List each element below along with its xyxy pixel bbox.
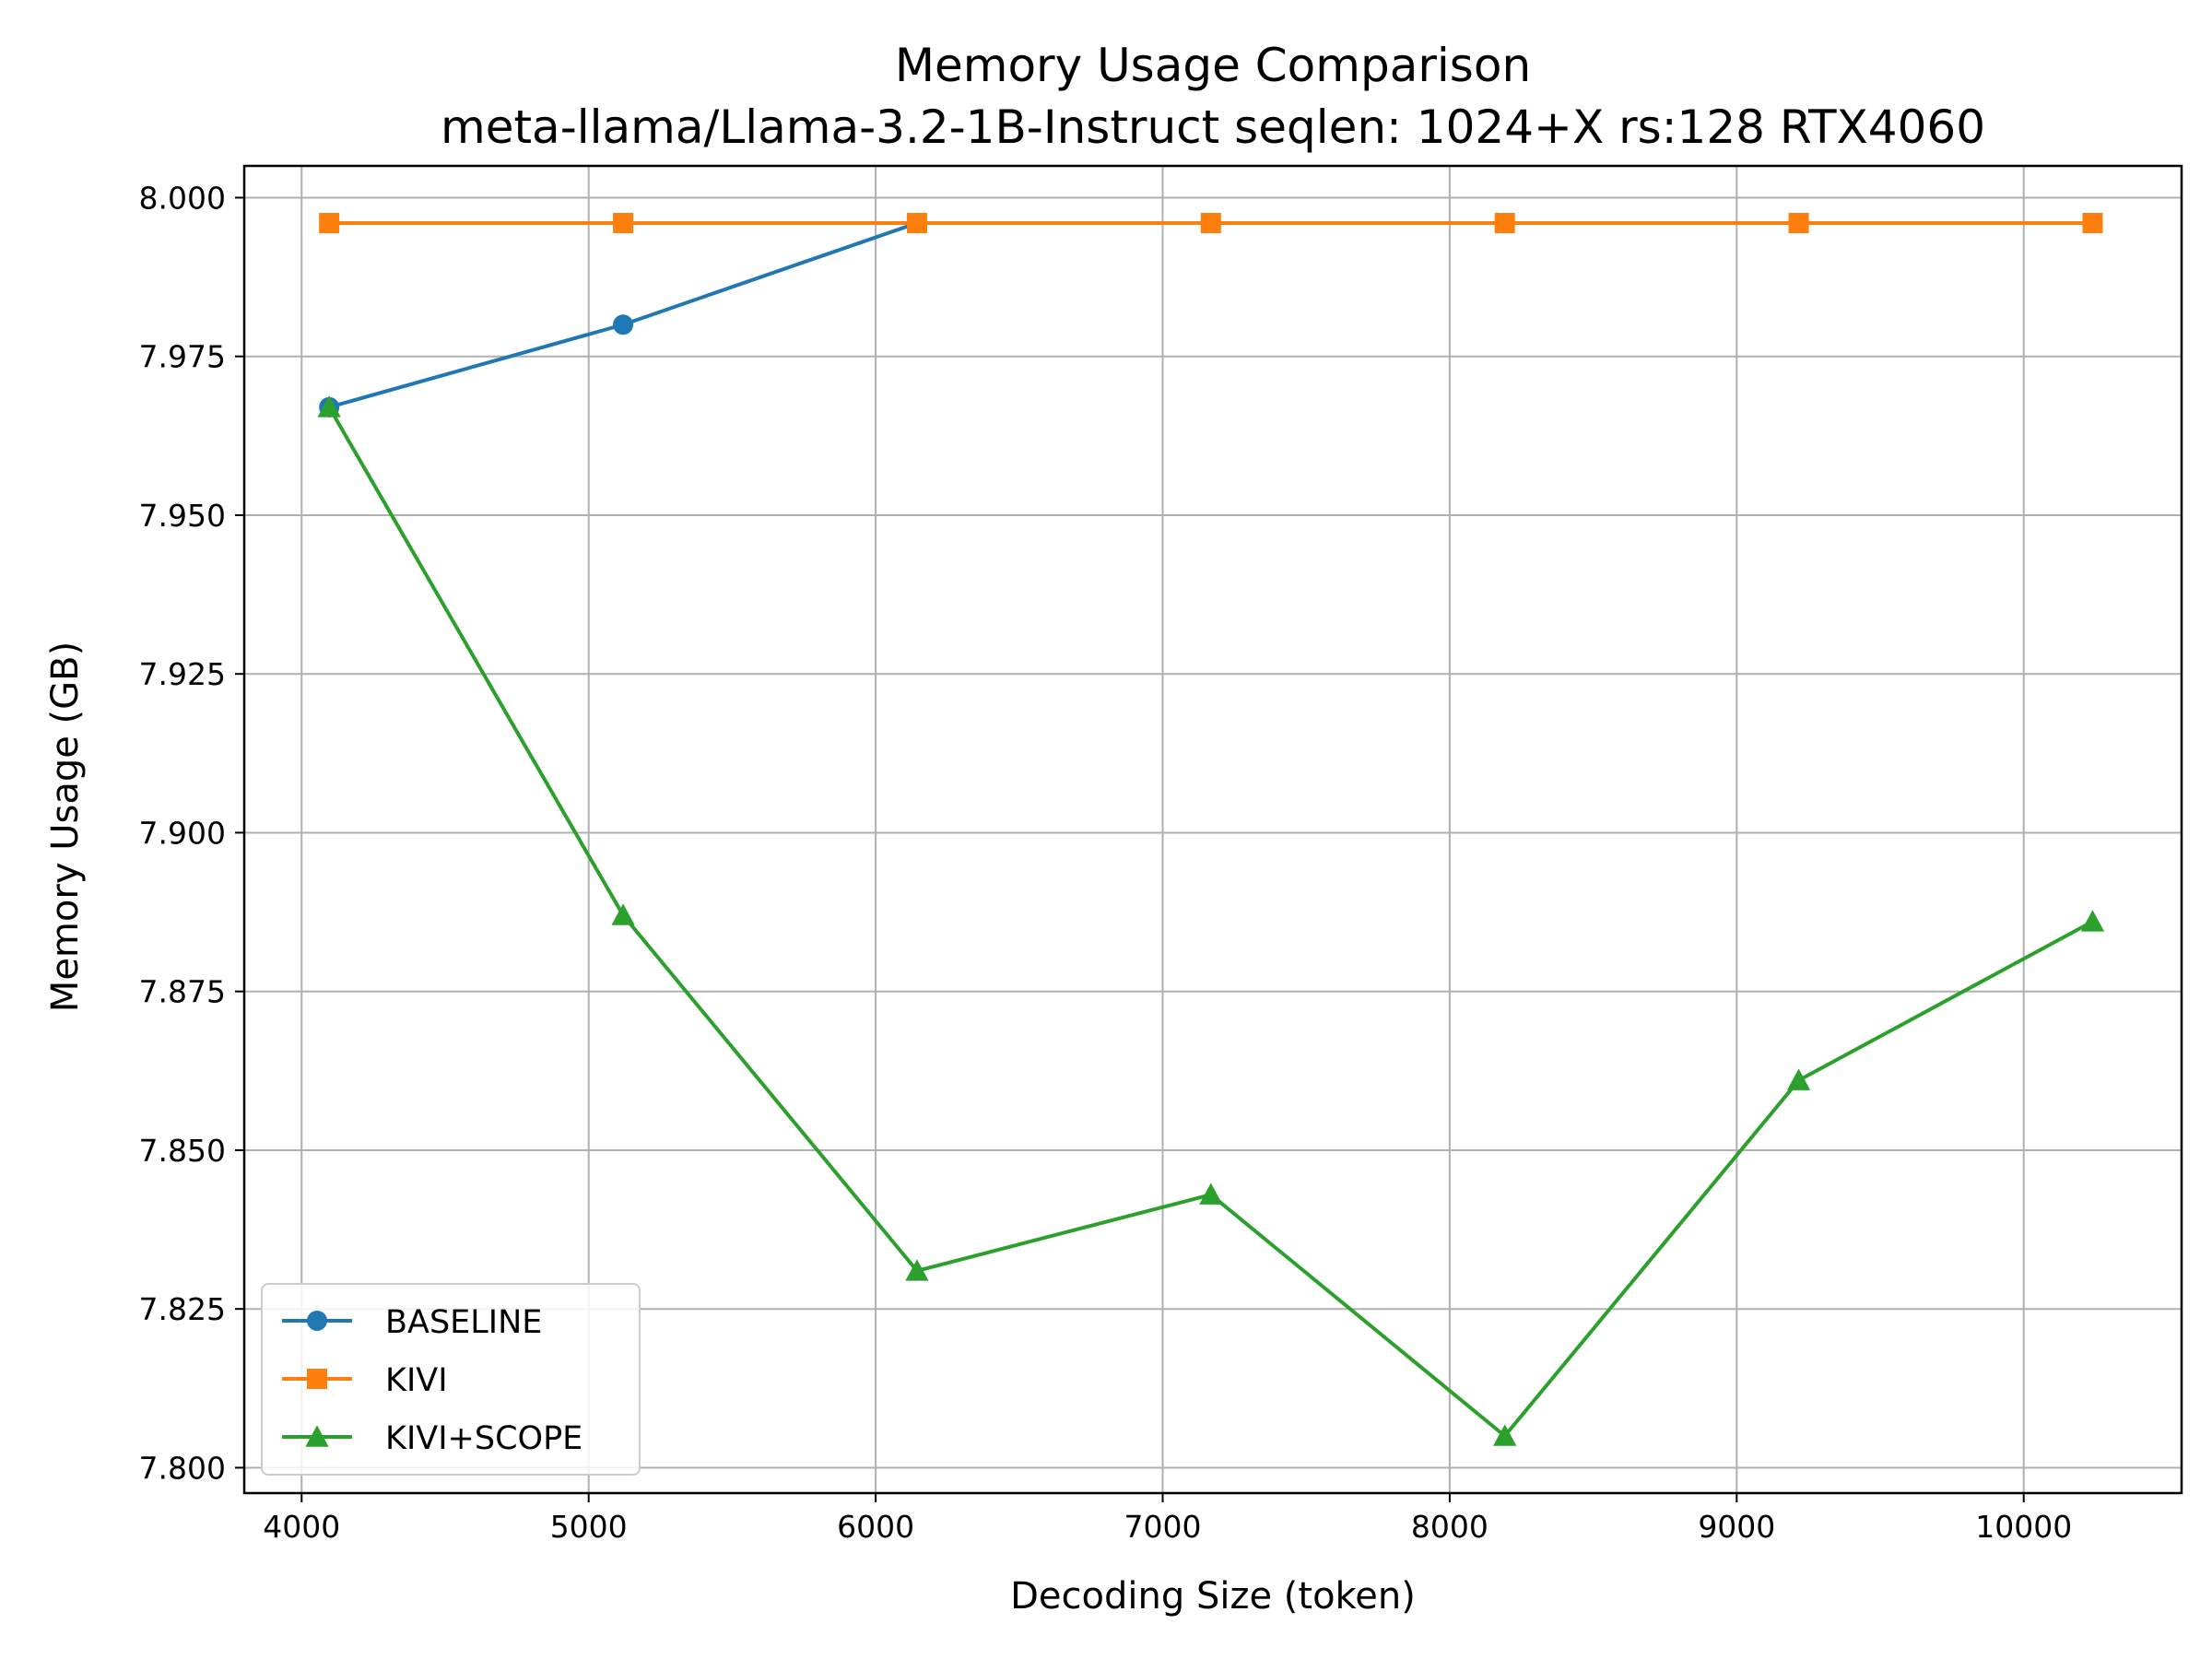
y-tick-label: 7.900 bbox=[139, 815, 226, 851]
data-point-kivi-scope bbox=[2080, 910, 2105, 932]
legend-label-baseline: BASELINE bbox=[385, 1304, 542, 1341]
data-point-kivi-scope bbox=[1493, 1424, 1517, 1446]
axis-ticks: 4000 5000 6000 7000 8000 9000 10000 7.800 7.825 7… bbox=[139, 180, 2073, 1545]
series-baseline bbox=[319, 213, 927, 418]
legend-label-kivi: KIVI bbox=[385, 1362, 448, 1399]
legend-item-kivi-scope: KIVI+SCOPE bbox=[282, 1420, 582, 1457]
data-point-kivi bbox=[2082, 213, 2103, 234]
legend-marker-kivi bbox=[307, 1369, 327, 1389]
y-tick-label: 7.800 bbox=[139, 1450, 226, 1486]
x-axis-label: Decoding Size (token) bbox=[1010, 1575, 1416, 1618]
y-tick-label: 7.950 bbox=[139, 498, 226, 534]
data-point-kivi bbox=[1200, 213, 1221, 234]
series-line-kivi-scope bbox=[327, 406, 2094, 1438]
legend-box bbox=[261, 1283, 641, 1476]
data-point-kivi bbox=[319, 213, 340, 234]
data-point-kivi-scope bbox=[1199, 1182, 1223, 1205]
x-tick-label: 10000 bbox=[1975, 1509, 2072, 1545]
data-point-baseline bbox=[613, 314, 634, 335]
series-kivi-scope bbox=[317, 395, 2105, 1446]
data-point-kivi bbox=[613, 213, 634, 234]
y-tick-label: 7.825 bbox=[139, 1291, 226, 1327]
legend-marker-baseline bbox=[307, 1311, 327, 1331]
data-point-kivi bbox=[1788, 213, 1809, 234]
x-tick-label: 4000 bbox=[263, 1509, 340, 1545]
data-point-kivi-scope bbox=[611, 903, 635, 925]
data-point-kivi-scope bbox=[1786, 1068, 1811, 1090]
legend-marker-kivi-scope bbox=[305, 1425, 329, 1447]
chart-subtitle: meta-llama/Llama-3.2-1B-Instruct seqlen:… bbox=[441, 100, 1985, 154]
data-point-kivi-scope bbox=[317, 395, 341, 418]
legend-item-kivi: KIVI bbox=[282, 1362, 448, 1399]
y-axis-label: Memory Usage (GB) bbox=[44, 641, 87, 1012]
legend-label-kivi-scope: KIVI+SCOPE bbox=[385, 1420, 582, 1457]
series-kivi bbox=[319, 213, 2103, 234]
y-tick-label: 7.975 bbox=[139, 339, 226, 375]
legend: BASELINE KIVI KIVI+SCOPE bbox=[261, 1283, 641, 1476]
plot-area-border bbox=[242, 164, 2183, 1495]
legend-item-baseline: BASELINE bbox=[282, 1304, 542, 1341]
x-tick-label: 8000 bbox=[1411, 1509, 1488, 1545]
y-tick-label: 7.925 bbox=[139, 656, 226, 692]
x-tick-label: 6000 bbox=[837, 1509, 914, 1545]
x-tick-label: 5000 bbox=[550, 1509, 628, 1545]
x-tick-label: 7000 bbox=[1124, 1509, 1202, 1545]
data-point-kivi-scope bbox=[905, 1259, 929, 1281]
plot-frame bbox=[242, 164, 2183, 1495]
data-point-kivi bbox=[1494, 213, 1515, 234]
y-tick-label: 7.875 bbox=[139, 974, 226, 1010]
x-tick-label: 9000 bbox=[1698, 1509, 1775, 1545]
chart-title: Memory Usage Comparison bbox=[895, 39, 1531, 92]
grid-lines bbox=[244, 166, 2182, 1493]
data-point-kivi bbox=[906, 213, 927, 234]
data-series bbox=[317, 213, 2105, 1446]
y-tick-label: 7.850 bbox=[139, 1133, 226, 1169]
y-tick-label: 8.000 bbox=[139, 180, 226, 216]
